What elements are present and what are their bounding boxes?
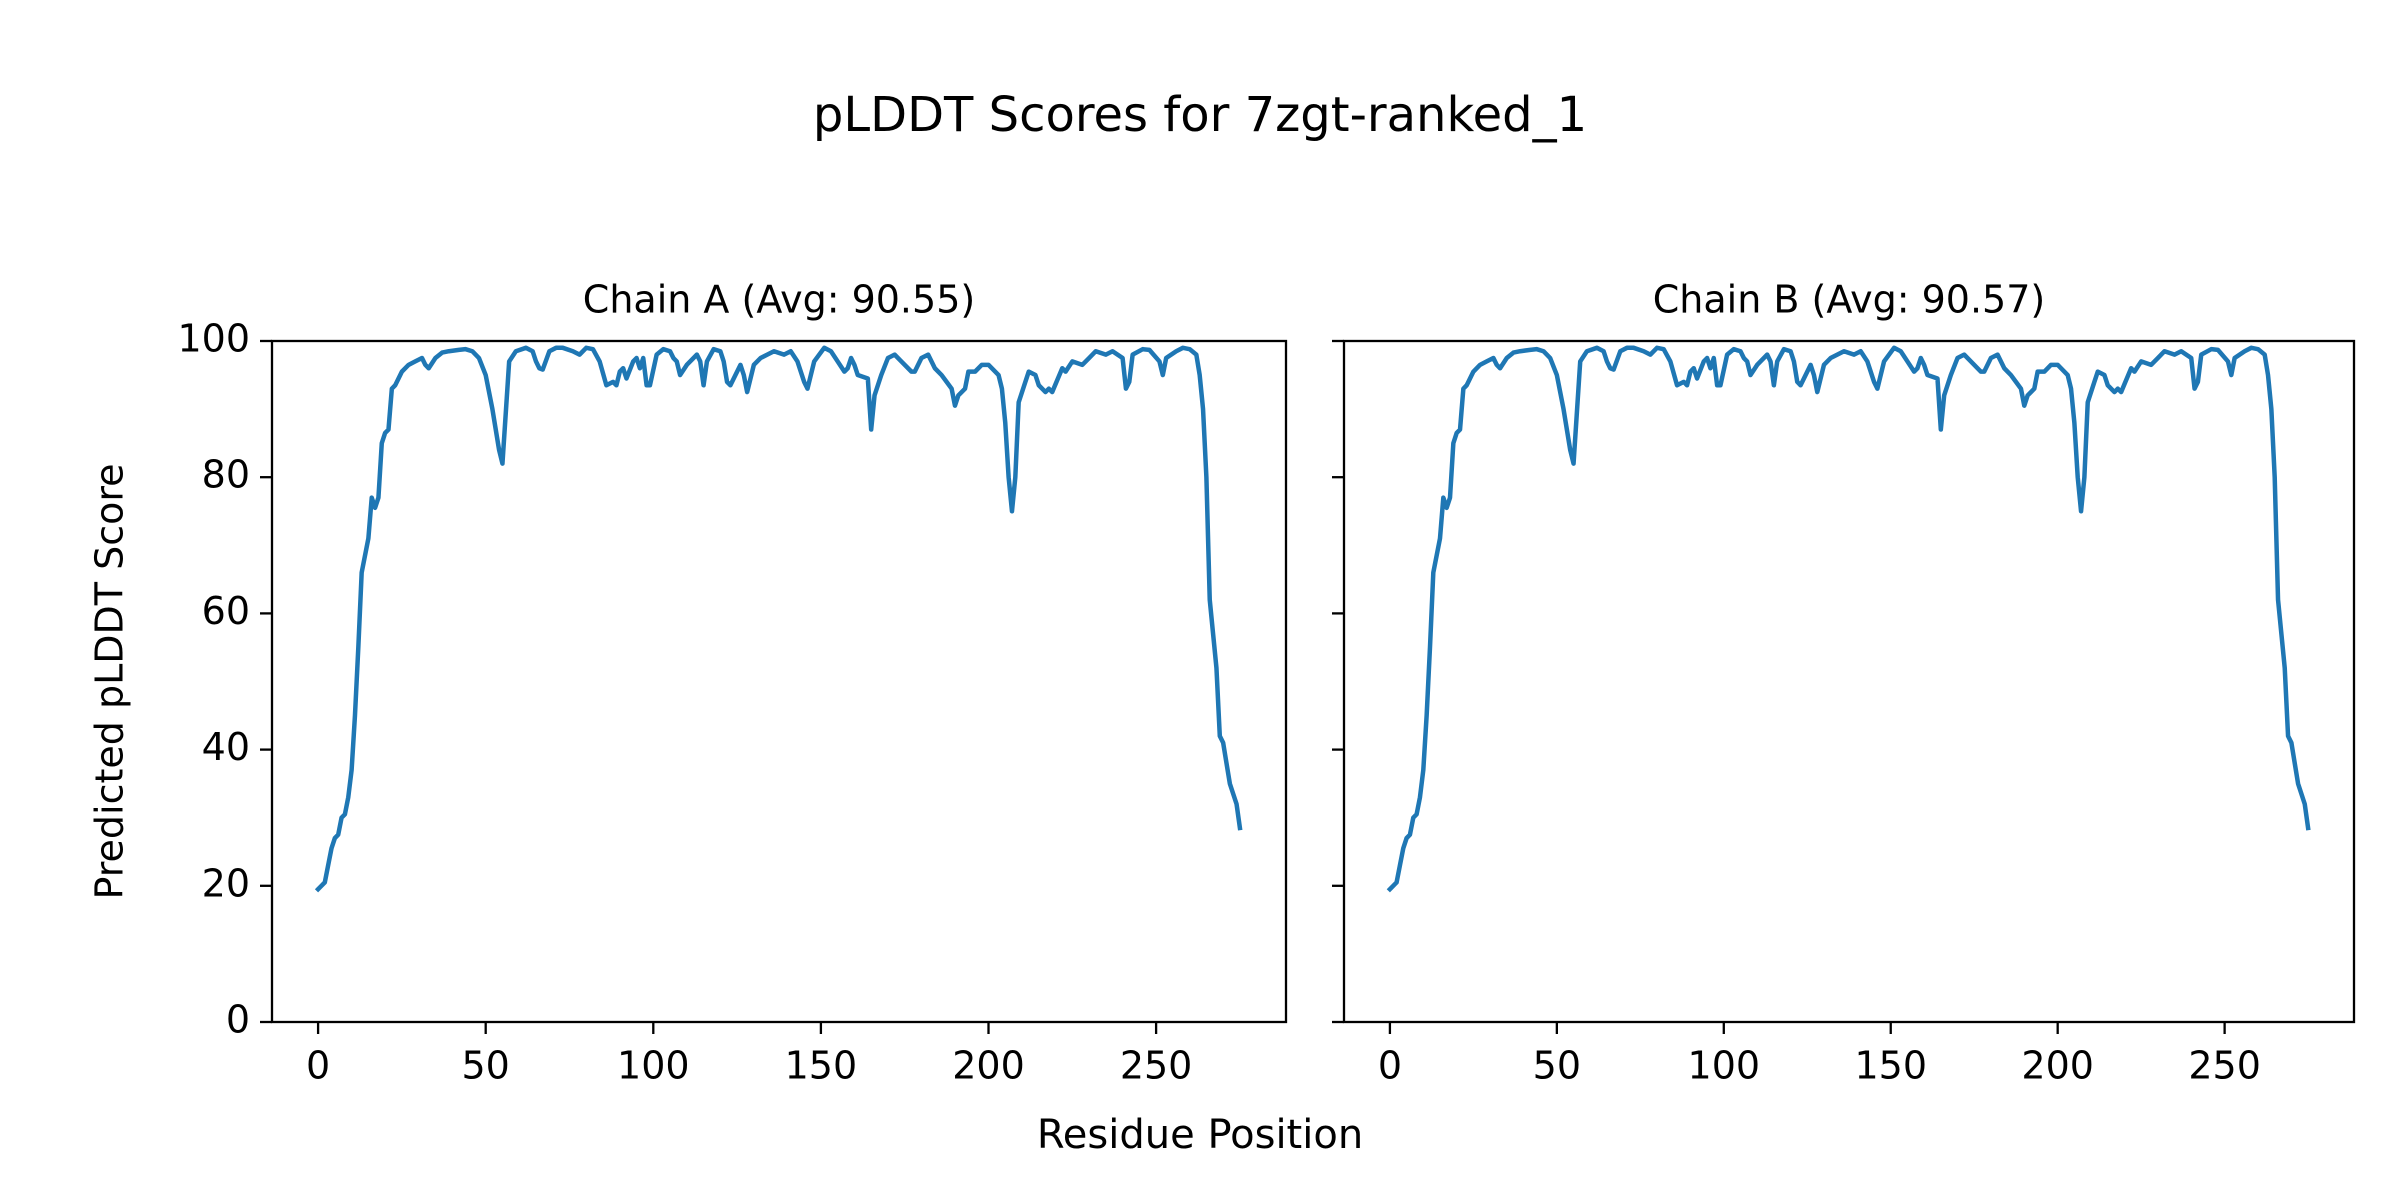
panel-title: Chain A (Avg: 90.55) (583, 278, 975, 322)
panel-title: Chain B (Avg: 90.57) (1653, 278, 2045, 322)
x-tick-label: 150 (1854, 1044, 1927, 1088)
x-tick-label: 50 (1533, 1044, 1581, 1088)
x-tick-label: 200 (952, 1044, 1025, 1088)
y-tick-label: 60 (202, 589, 250, 633)
x-tick-label: 0 (306, 1044, 330, 1088)
x-tick-label: 200 (2021, 1044, 2094, 1088)
x-tick-label: 0 (1378, 1044, 1402, 1088)
x-axis-label: Residue Position (1037, 1112, 1363, 1158)
x-tick-label: 250 (2188, 1044, 2261, 1088)
x-tick-label: 50 (462, 1044, 510, 1088)
y-tick-label: 100 (177, 317, 250, 361)
x-tick-label: 100 (1688, 1044, 1761, 1088)
y-tick-label: 20 (202, 861, 250, 905)
plot-frame (270, 339, 1288, 1024)
x-tick-label: 100 (617, 1044, 690, 1088)
figure-title: pLDDT Scores for 7zgt-ranked_1 (813, 87, 1587, 143)
data-line (314, 345, 1243, 893)
y-tick-label: 80 (202, 453, 250, 497)
y-tick-label: 0 (226, 998, 250, 1042)
plot-frame (1342, 339, 2356, 1024)
y-tick-label: 40 (202, 725, 250, 769)
data-line (1386, 345, 2311, 893)
y-axis-label: Predicted pLDDT Score (88, 464, 132, 900)
x-tick-label: 150 (785, 1044, 858, 1088)
x-tick-label: 250 (1120, 1044, 1193, 1088)
